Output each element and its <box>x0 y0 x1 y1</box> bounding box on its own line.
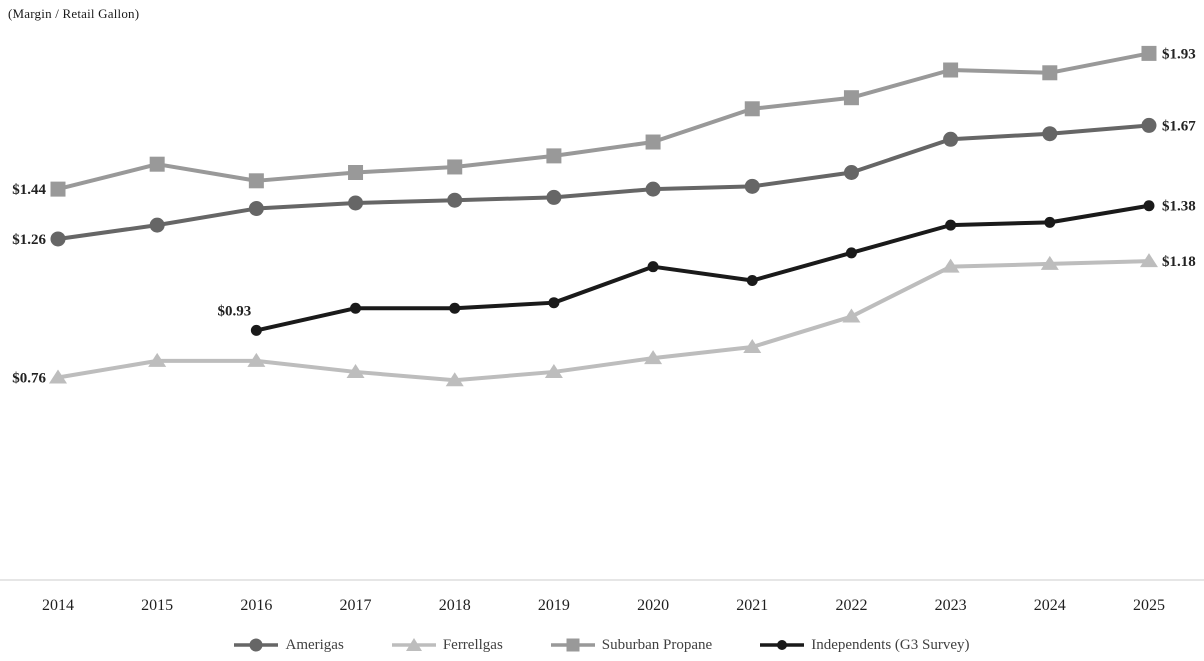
series-line-amerigas <box>56 123 1151 241</box>
series-line-ferrellgas <box>56 259 1151 383</box>
x-tick-2024: 2024 <box>1034 597 1066 614</box>
marker-amerigas-2019 <box>546 189 562 205</box>
marker-independents-g3-survey-2022 <box>845 247 857 259</box>
legend-item-independents-g3-survey: Independents (G3 Survey) <box>760 636 970 654</box>
x-tick-2018: 2018 <box>439 597 471 614</box>
legend-dot-icon <box>760 640 805 650</box>
marker-suburban-propane-2016 <box>248 173 264 189</box>
marker-ferrellgas-2024 <box>1040 255 1059 270</box>
plot-area: 2014 2015 2016 2017 2018 2019 2020 2021 2022 2023… <box>0 45 1204 614</box>
marker-independents-g3-survey-2017 <box>350 302 362 314</box>
marker-independents-g3-survey-2021 <box>746 275 758 287</box>
marker-ferrellgas-2016 <box>247 352 266 367</box>
marker-suburban-propane-2014 <box>50 181 66 197</box>
marker-amerigas-2020 <box>645 181 661 197</box>
legend-label-independents-g3-survey: Independents (G3 Survey) <box>811 636 970 653</box>
marker-ferrellgas-2015 <box>148 352 167 367</box>
x-tick-2022: 2022 <box>835 597 867 614</box>
start-value-label-suburban-propane: $1.44 <box>12 182 46 198</box>
marker-independents-g3-survey-2023 <box>945 219 957 231</box>
marker-independents-g3-survey-2019 <box>548 297 560 309</box>
marker-independents-g3-survey-2025 <box>1143 200 1155 212</box>
marker-independents-g3-survey-2018 <box>449 302 461 314</box>
marker-amerigas-2014 <box>50 231 66 247</box>
x-tick-2023: 2023 <box>935 597 967 614</box>
marker-amerigas-2016 <box>248 201 264 217</box>
marker-suburban-propane-2023 <box>943 62 959 78</box>
marker-suburban-propane-2017 <box>348 165 364 180</box>
x-tick-2021: 2021 <box>736 597 768 614</box>
marker-amerigas-2018 <box>447 192 463 208</box>
marker-suburban-propane-2015 <box>149 156 165 172</box>
series-line-suburban-propane <box>56 51 1151 192</box>
end-value-label-suburban-propane: $1.93 <box>1162 46 1196 62</box>
start-value-label-ferrellgas: $0.76 <box>12 370 46 386</box>
x-tick-2025: 2025 <box>1133 597 1165 614</box>
legend-item-ferrellgas: Ferrellgas <box>391 636 503 654</box>
x-tick-2016: 2016 <box>240 597 272 614</box>
marker-amerigas-2023 <box>943 131 959 147</box>
marker-suburban-propane-2025 <box>1141 45 1157 61</box>
marker-suburban-propane-2021 <box>744 101 760 117</box>
x-tick-2019: 2019 <box>538 597 570 614</box>
marker-amerigas-2021 <box>744 178 760 194</box>
end-value-label-independents-g3-survey: $1.38 <box>1162 199 1196 215</box>
marker-ferrellgas-2019 <box>544 363 563 378</box>
end-value-label-ferrellgas: $1.18 <box>1162 254 1196 270</box>
marker-ferrellgas-2022 <box>842 308 861 323</box>
marker-suburban-propane-2022 <box>843 90 859 106</box>
end-value-label-amerigas: $1.67 <box>1162 118 1196 134</box>
marker-amerigas-2015 <box>149 217 165 233</box>
marker-amerigas-2017 <box>348 195 364 211</box>
legend-label-amerigas: Amerigas <box>285 636 344 653</box>
series-line-independents-g3-survey <box>254 203 1151 333</box>
x-tick-2015: 2015 <box>141 597 173 614</box>
marker-amerigas-2024 <box>1042 126 1058 142</box>
marker-amerigas-2025 <box>1141 117 1157 133</box>
start-value-label-independents-g3-survey: $0.93 <box>217 303 251 319</box>
x-tick-2014: 2014 <box>42 597 74 614</box>
chart-legend: Amerigas Ferrellgas Suburban Propane Indepe… <box>0 636 1204 654</box>
start-value-label-amerigas: $1.26 <box>12 232 46 248</box>
marker-suburban-propane-2018 <box>447 159 463 175</box>
marker-independents-g3-survey-2024 <box>1044 216 1056 228</box>
marker-ferrellgas-2020 <box>644 350 663 365</box>
marker-ferrellgas-2017 <box>346 363 365 378</box>
chart-title: (Margin / Retail Gallon) <box>8 6 140 21</box>
legend-triangle-icon <box>391 638 436 651</box>
marker-suburban-propane-2020 <box>645 134 661 150</box>
marker-ferrellgas-2021 <box>743 339 762 354</box>
marker-ferrellgas-2018 <box>445 372 464 387</box>
legend-circle-icon <box>234 638 279 652</box>
legend-item-suburban-propane: Suburban Propane <box>550 636 713 654</box>
marker-ferrellgas-2025 <box>1139 253 1158 268</box>
legend-square-icon <box>550 638 595 652</box>
marker-suburban-propane-2019 <box>546 148 562 164</box>
legend-label-ferrellgas: Ferrellgas <box>442 636 503 653</box>
marker-independents-g3-survey-2016 <box>250 324 262 336</box>
marker-ferrellgas-2014 <box>49 369 67 384</box>
marker-ferrellgas-2023 <box>941 258 960 273</box>
marker-independents-g3-survey-2020 <box>647 261 659 273</box>
marker-amerigas-2022 <box>843 165 859 180</box>
marker-suburban-propane-2024 <box>1042 65 1058 81</box>
legend-label-suburban-propane: Suburban Propane <box>601 636 713 653</box>
x-tick-2020: 2020 <box>637 597 669 614</box>
legend-item-amerigas: Amerigas <box>234 636 344 654</box>
x-tick-2017: 2017 <box>340 597 372 614</box>
